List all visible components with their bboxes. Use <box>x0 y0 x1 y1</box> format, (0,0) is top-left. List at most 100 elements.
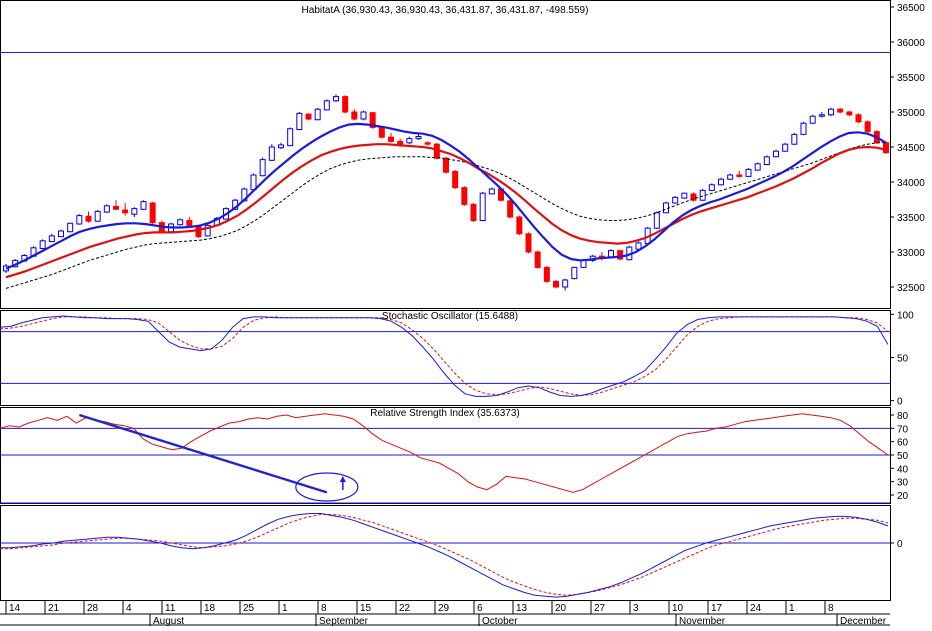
price-tick-label: 34500 <box>897 143 925 154</box>
candle-up <box>250 174 257 191</box>
x-day-label: 29 <box>438 603 450 614</box>
candle-down <box>516 216 523 235</box>
x-day-label: 10 <box>672 603 684 614</box>
x-day-label: 20 <box>555 603 567 614</box>
price-tick-label: 36000 <box>897 38 925 49</box>
axes: 3250033000335003400034500350003550036000… <box>5 3 925 627</box>
candle-down <box>85 215 92 222</box>
candle-up <box>791 133 798 145</box>
candle-up <box>763 156 770 166</box>
candle-down <box>195 226 202 238</box>
candle-up <box>131 208 138 215</box>
price-tick-label: 33000 <box>897 248 925 259</box>
x-day-label: 24 <box>750 603 762 614</box>
x-day-label: 27 <box>594 603 606 614</box>
x-day-label: 4 <box>126 603 132 614</box>
x-day-label: 18 <box>204 603 216 614</box>
price-tick-label: 32500 <box>897 283 925 294</box>
candle-down <box>369 112 376 128</box>
candle-up <box>268 146 275 161</box>
price-panel <box>0 52 890 291</box>
x-day-label: 28 <box>87 603 99 614</box>
rsi-tick-label: 50 <box>897 451 909 462</box>
stochastic-title: Stochastic Oscillator (15.6488) <box>382 311 518 322</box>
candle-down <box>461 187 468 205</box>
candle-up <box>259 159 266 177</box>
candle-up <box>323 100 330 111</box>
candle-up <box>681 192 688 199</box>
candle-down <box>855 114 862 123</box>
candle-up <box>653 212 660 229</box>
x-day-label: 1 <box>282 603 288 614</box>
rsi-annotation-arrowhead <box>339 476 346 482</box>
rsi-annotation-ellipse <box>295 472 359 502</box>
candle-up <box>415 136 422 140</box>
candle-down <box>342 96 349 113</box>
stoch-tick-label: 100 <box>897 310 914 321</box>
candle-up <box>580 259 587 268</box>
candle-up <box>39 240 46 250</box>
candle-down <box>113 206 119 210</box>
candle-down <box>837 108 844 113</box>
chart-title: HabitatA (36,930.43, 36,930.43, 36,431.8… <box>302 5 589 16</box>
x-day-label: 3 <box>633 603 639 614</box>
candle-down <box>736 174 743 177</box>
x-day-label: 14 <box>9 603 21 614</box>
rsi-line <box>0 413 889 493</box>
candle-up <box>571 266 578 280</box>
x-day-label: 8 <box>828 603 834 614</box>
candle-up <box>204 224 211 237</box>
candle-up <box>754 163 761 171</box>
candle-up <box>76 215 83 225</box>
x-day-label: 11 <box>165 603 176 614</box>
candle-up <box>287 128 294 147</box>
x-month-label: December <box>840 616 887 626</box>
x-month-label: November <box>679 616 726 626</box>
price-tick-label: 35500 <box>897 73 925 84</box>
candle-down <box>846 111 853 116</box>
candle-down <box>186 220 193 226</box>
candle-up <box>809 115 816 124</box>
candle-down <box>378 126 385 138</box>
candle-up <box>699 189 706 201</box>
x-day-label: 8 <box>321 603 327 614</box>
candle-up <box>296 112 303 131</box>
candle-down <box>122 209 129 214</box>
candle-up <box>488 188 495 195</box>
candle-down <box>149 202 156 224</box>
candle-up <box>360 111 367 120</box>
rsi-tick-label: 40 <box>897 464 909 475</box>
candle-up <box>58 230 64 238</box>
candle-up <box>140 201 147 210</box>
candle-up <box>562 279 569 288</box>
candle-up <box>708 184 715 191</box>
rsi-tick-label: 60 <box>897 438 909 449</box>
x-day-label: 13 <box>516 603 528 614</box>
x-month-label: October <box>482 616 518 626</box>
osc-slow-line <box>0 514 889 596</box>
price-tick-label: 36500 <box>897 3 925 14</box>
candle-down <box>351 111 358 120</box>
candle-up <box>103 205 110 213</box>
candle-down <box>525 233 532 253</box>
candle-up <box>727 174 734 180</box>
osc-frame <box>0 505 891 601</box>
candle-up <box>672 196 679 204</box>
candle-down <box>864 121 871 133</box>
x-day-label: 1 <box>789 603 795 614</box>
rsi-title: Relative Strength Index (35.6373) <box>370 408 520 419</box>
stoch-tick-label: 0 <box>897 397 903 408</box>
price-tick-label: 34000 <box>897 178 925 189</box>
x-day-label: 25 <box>243 603 255 614</box>
candle-up <box>278 144 284 149</box>
candle-up <box>782 143 789 152</box>
x-day-label: 21 <box>48 603 60 614</box>
candle-down <box>443 157 449 173</box>
x-day-label: 15 <box>360 603 372 614</box>
candle-down <box>534 251 541 268</box>
candle-up <box>177 219 184 226</box>
x-month-label: August <box>153 616 184 626</box>
ma-slow-line <box>5 143 887 279</box>
candle-down <box>470 203 477 221</box>
candle-up <box>663 202 669 214</box>
